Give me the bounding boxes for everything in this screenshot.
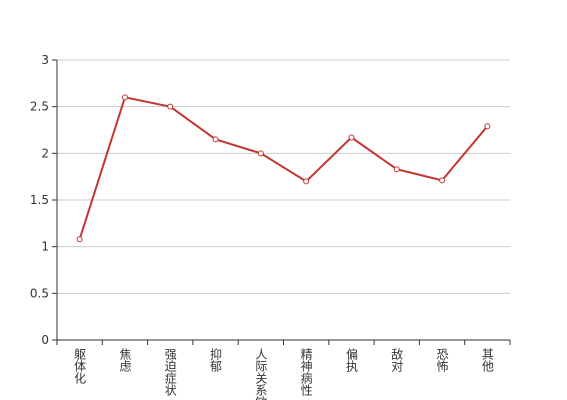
x-tick-label: 强迫症状 [163,348,177,396]
y-tick-label: 1.5 [30,193,49,207]
x-tick-label: 偏执 [344,347,358,373]
x-tick-label: 抑郁 [209,347,223,373]
y-tick-label: 3 [41,53,49,67]
x-tick-label: 躯体化 [73,347,87,385]
point [167,103,174,110]
line [78,96,489,240]
y-tick-label: 2 [41,146,49,160]
point [439,177,446,184]
x-tick-label: 其他 [480,348,494,372]
x-tick-label: 精神病性 [299,348,313,397]
point [76,236,83,243]
y-tick-label: 0.5 [30,286,49,300]
point [484,123,491,130]
x-tick-label: 焦虑 [118,348,132,372]
point [303,178,310,185]
point [121,94,128,101]
x-tick-label: 恐怖 [435,348,449,372]
x-tick-label: 敌对 [390,347,404,372]
y-tick-label: 1 [41,240,49,254]
point [212,136,219,143]
point [257,150,264,157]
point [393,166,400,173]
y-tick-label: 0 [41,333,49,347]
x-tick-label: 人际关系敏感 [254,348,268,400]
y-tick-label: 2.5 [30,100,49,114]
point [348,134,355,141]
